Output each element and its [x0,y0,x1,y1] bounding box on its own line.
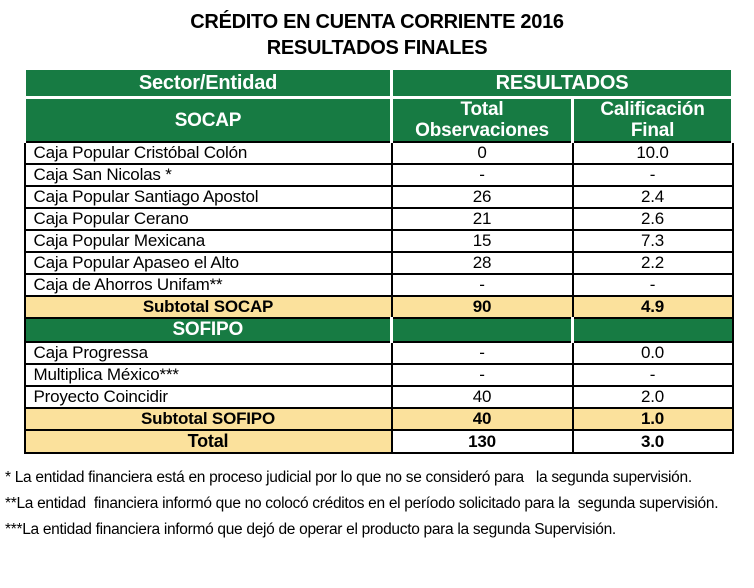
table-row: Caja Popular Santiago Apostol 26 2.4 [23,185,734,209]
calificacion-final-value: 0.0 [571,341,734,365]
entity-name: Caja Popular Mexicana [23,229,393,253]
total-observaciones-value: 28 [390,251,574,275]
entity-name: Caja Popular Cerano [23,207,393,231]
total-observaciones-value: 26 [390,185,574,209]
subtotal-sofipo-row: Subtotal SOFIPO 40 1.0 [23,407,734,431]
page-title-line2: RESULTADOS FINALES [266,37,488,59]
total-label: Total [23,429,393,454]
table-row: Caja Popular Mexicana 15 7.3 [23,229,734,253]
footnotes: * La entidad financiera está en proceso … [5,465,754,543]
footnote-2: **La entidad financiera informó que no c… [5,495,719,512]
footnote-3: ***La entidad financiera informó que dej… [5,521,616,538]
section-empty-cell [390,317,574,343]
footnote-1: * La entidad financiera está en proceso … [5,469,692,486]
total-observaciones-value: - [390,163,574,187]
page-title-line1: CRÉDITO EN CUENTA CORRIENTE 2016 [190,11,564,33]
total-observaciones-value: 40 [390,385,574,409]
table-row: Caja San Nicolas * - - [23,163,734,187]
calificacion-final-value: 2.0 [571,385,734,409]
entity-name: Caja Popular Apaseo el Alto [23,251,393,275]
entity-name: Caja Progressa [23,341,393,365]
total-observaciones-value: - [390,341,574,365]
table-row: Proyecto Coincidir 40 2.0 [23,385,734,409]
header-resultados: RESULTADOS [389,67,735,99]
total-observaciones-value: 0 [390,141,574,165]
calificacion-final-value: 2.4 [571,185,734,209]
calificacion-final-value: 2.6 [571,207,734,231]
entity-name: Caja Popular Santiago Apostol [23,185,393,209]
total-observaciones-value: 15 [390,229,574,253]
section-label: SOFIPO [23,317,393,343]
entity-name: Proyecto Coincidir [23,385,393,409]
calificacion-final-value: 10.0 [571,141,734,165]
entity-name: Multiplica México*** [23,363,393,387]
calificacion-final-value: - [571,273,734,297]
subtotal-label: Subtotal SOFIPO [23,407,393,431]
entity-name: Caja de Ahorros Unifam** [23,273,393,297]
calificacion-final-value: 7.3 [571,229,734,253]
total-observaciones-value: 40 [390,407,574,431]
total-row: Total 130 3.0 [23,429,734,454]
total-observaciones-value: 90 [390,295,574,319]
table-row: Caja Progressa - 0.0 [23,341,734,365]
calificacion-final-value: - [571,363,734,387]
header-total-observaciones: Total Observaciones [390,96,574,143]
subtotal-label: Subtotal SOCAP [23,295,393,319]
header-sector-entidad: Sector/Entidad [23,67,393,99]
header-row-main: Sector/Entidad RESULTADOS [23,67,735,99]
header-socap: SOCAP [23,96,393,143]
calificacion-final-value: 1.0 [571,407,734,431]
subtotal-socap-row: Subtotal SOCAP 90 4.9 [23,295,734,319]
table-row: Caja Popular Apaseo el Alto 28 2.2 [23,251,734,275]
header-calificacion-final: Calificación Final [570,96,735,143]
table-row: Caja Popular Cristóbal Colón 0 10.0 [23,141,734,165]
total-observaciones-value: 21 [390,207,574,231]
calificacion-final-value: 3.0 [571,429,734,454]
header-row-sub: SOCAP Total Observaciones Calificación F… [23,96,735,143]
entity-name: Caja San Nicolas * [23,163,393,187]
section-empty-cell [570,317,734,343]
total-observaciones-value: 130 [390,429,574,454]
calificacion-final-value: 2.2 [571,251,734,275]
table-row: Caja Popular Cerano 21 2.6 [23,207,734,231]
sofipo-section-row: SOFIPO [23,317,734,343]
total-observaciones-value: - [390,273,574,297]
page-title: CRÉDITO EN CUENTA CORRIENTE 2016 RESULTA… [0,9,754,61]
total-observaciones-value: - [390,363,574,387]
table-row: Multiplica México*** - - [23,363,734,387]
entity-name: Caja Popular Cristóbal Colón [23,141,393,165]
table-row: Caja de Ahorros Unifam** - - [23,273,734,297]
calificacion-final-value: - [571,163,734,187]
calificacion-final-value: 4.9 [571,295,734,319]
results-table: Sector/Entidad RESULTADOS SOCAP Total Ob… [23,67,735,454]
